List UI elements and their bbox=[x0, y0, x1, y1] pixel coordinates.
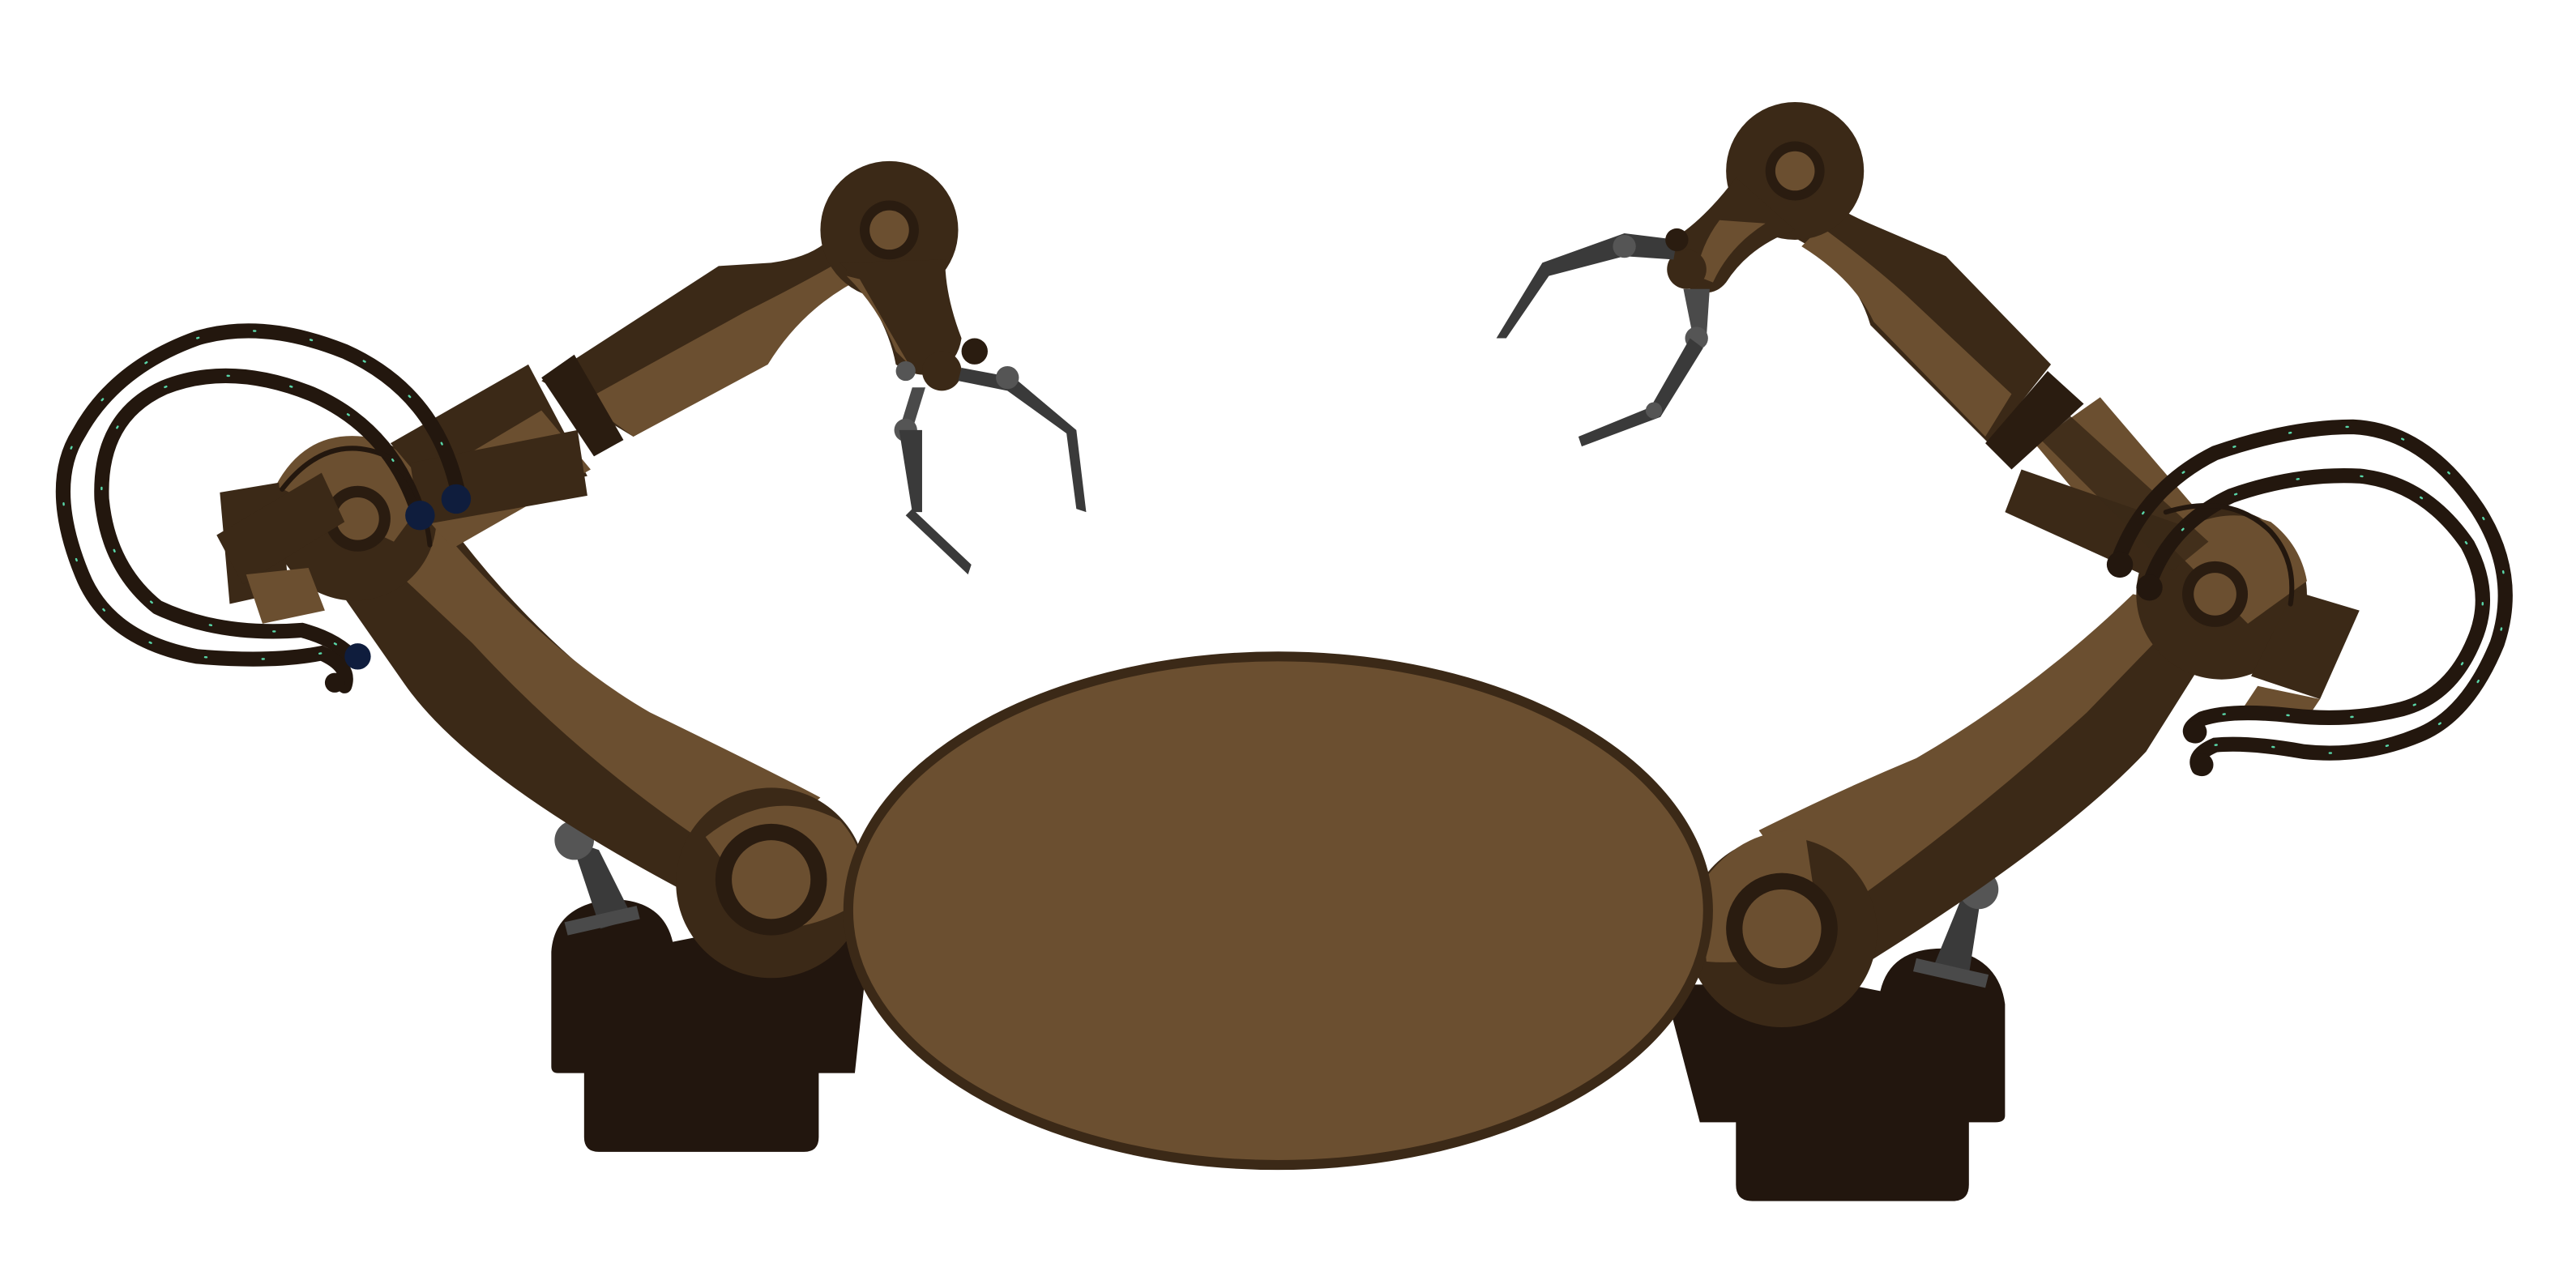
right-gripper bbox=[1496, 228, 1710, 447]
right-arm-cables bbox=[2108, 419, 2513, 776]
right-cable-connector-icon bbox=[2136, 574, 2163, 601]
left-gripper-finger-b bbox=[958, 367, 1087, 513]
left-cable-connector-icon bbox=[441, 484, 472, 514]
right-forearm bbox=[1798, 194, 2084, 470]
right-lower-arm bbox=[1758, 594, 2189, 923]
right-robot-arm bbox=[1496, 101, 2513, 1201]
round-platform bbox=[843, 651, 1713, 1171]
right-cable-connector-icon bbox=[2106, 551, 2134, 578]
left-wrist-joint bbox=[820, 160, 962, 375]
left-cable-connector-icon bbox=[405, 500, 435, 531]
left-arm-cables bbox=[55, 323, 468, 693]
right-cable-end-icon bbox=[2190, 753, 2214, 777]
right-shoulder-joint bbox=[1686, 830, 1878, 1027]
left-gripper bbox=[894, 338, 1087, 575]
left-gripper-finger-a bbox=[905, 509, 972, 575]
left-forearm bbox=[541, 229, 870, 457]
left-lower-arm bbox=[364, 515, 821, 867]
right-cable-end-icon bbox=[2184, 720, 2207, 744]
left-cable-end-icon bbox=[324, 672, 345, 693]
right-upper-arm bbox=[2005, 469, 2183, 578]
right-gripper-finger-a bbox=[1496, 232, 1677, 339]
left-cable-connector-icon bbox=[344, 643, 371, 670]
right-gripper-finger-b bbox=[1578, 338, 1703, 447]
left-shoulder-joint bbox=[676, 787, 867, 979]
left-counterweight bbox=[216, 472, 345, 624]
left-robot-arm bbox=[55, 160, 1087, 1152]
